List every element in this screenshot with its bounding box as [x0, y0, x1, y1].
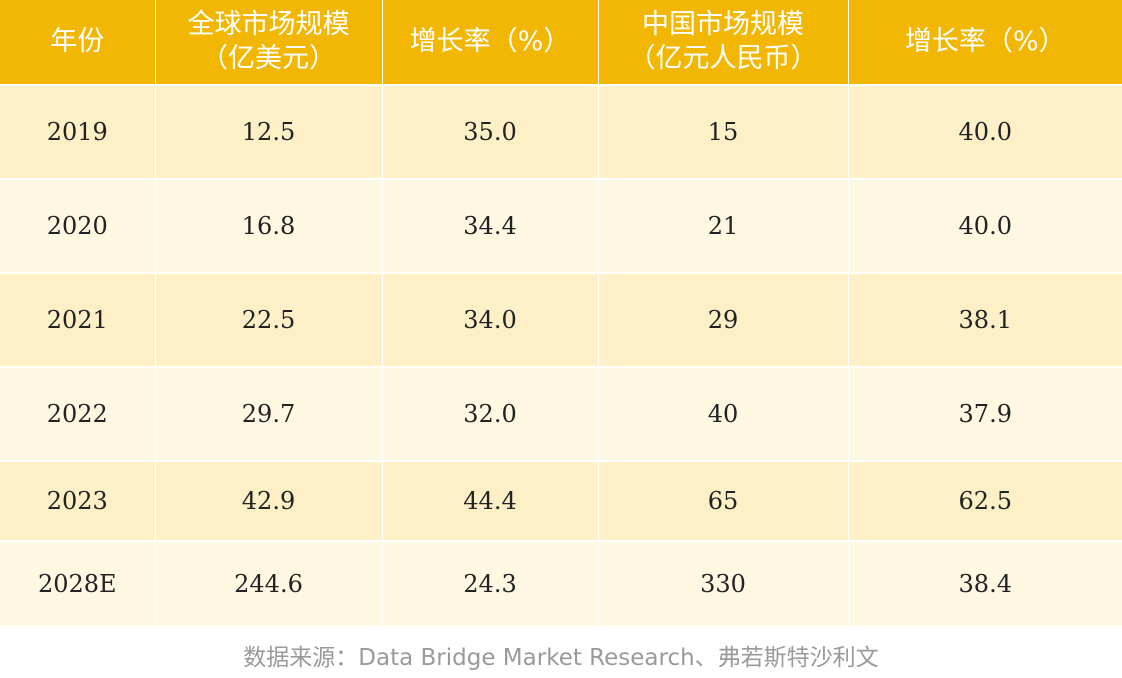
cell-china-size: 21 — [598, 179, 849, 274]
cell-global-growth: 34.0 — [382, 273, 599, 368]
cell-global-size: 16.8 — [155, 179, 383, 274]
cell-china-growth: 38.4 — [848, 541, 1122, 628]
header-china-market-size: 中国市场规模 （亿元人民币） — [598, 0, 849, 86]
cell-year: 2020 — [0, 179, 156, 274]
header-global-market-size: 全球市场规模 （亿美元） — [155, 0, 383, 86]
table-header: 年份 全球市场规模 （亿美元） 增长率（%） 中国市场规模 （亿元人民币） 增长率（… — [0, 0, 1122, 86]
cell-china-growth: 62.5 — [848, 461, 1122, 542]
cell-year: 2028E — [0, 541, 156, 628]
cell-global-size: 12.5 — [155, 85, 383, 180]
cell-year: 2023 — [0, 461, 156, 542]
cell-china-size: 330 — [598, 541, 849, 628]
cell-china-size: 65 — [598, 461, 849, 542]
table-row: 2023 42.9 44.4 65 62.5 — [0, 461, 1122, 542]
cell-global-growth: 35.0 — [382, 85, 599, 180]
cell-global-growth: 24.3 — [382, 541, 599, 628]
cell-china-size: 40 — [598, 367, 849, 462]
table-row: 2021 22.5 34.0 29 38.1 — [0, 273, 1122, 368]
cell-global-size: 244.6 — [155, 541, 383, 628]
table-row: 2028E 244.6 24.3 330 38.4 — [0, 541, 1122, 628]
cell-year: 2021 — [0, 273, 156, 368]
header-china-growth-rate: 增长率（%） — [848, 0, 1122, 86]
table-row: 2019 12.5 35.0 15 40.0 — [0, 85, 1122, 180]
header-global-growth-rate: 增长率（%） — [382, 0, 599, 86]
header-year: 年份 — [0, 0, 156, 86]
cell-year: 2019 — [0, 85, 156, 180]
cell-china-size: 15 — [598, 85, 849, 180]
cell-year: 2022 — [0, 367, 156, 462]
cell-global-size: 42.9 — [155, 461, 383, 542]
cell-china-growth: 37.9 — [848, 367, 1122, 462]
cell-china-growth: 38.1 — [848, 273, 1122, 368]
cell-global-growth: 44.4 — [382, 461, 599, 542]
market-size-table: 年份 全球市场规模 （亿美元） 增长率（%） 中国市场规模 （亿元人民币） 增长率（… — [0, 0, 1122, 628]
header-row: 年份 全球市场规模 （亿美元） 增长率（%） 中国市场规模 （亿元人民币） 增长率（… — [0, 0, 1122, 86]
data-source-note: 数据来源：Data Bridge Market Research、弗若斯特沙利文 — [243, 645, 879, 671]
cell-china-growth: 40.0 — [848, 179, 1122, 274]
cell-china-size: 29 — [598, 273, 849, 368]
table-row: 2022 29.7 32.0 40 37.9 — [0, 367, 1122, 462]
cell-global-size: 29.7 — [155, 367, 383, 462]
table-body: 2019 12.5 35.0 15 40.0 2020 16.8 34.4 21… — [0, 85, 1122, 628]
table-row: 2020 16.8 34.4 21 40.0 — [0, 179, 1122, 274]
cell-china-growth: 40.0 — [848, 85, 1122, 180]
cell-global-size: 22.5 — [155, 273, 383, 368]
cell-global-growth: 32.0 — [382, 367, 599, 462]
cell-global-growth: 34.4 — [382, 179, 599, 274]
